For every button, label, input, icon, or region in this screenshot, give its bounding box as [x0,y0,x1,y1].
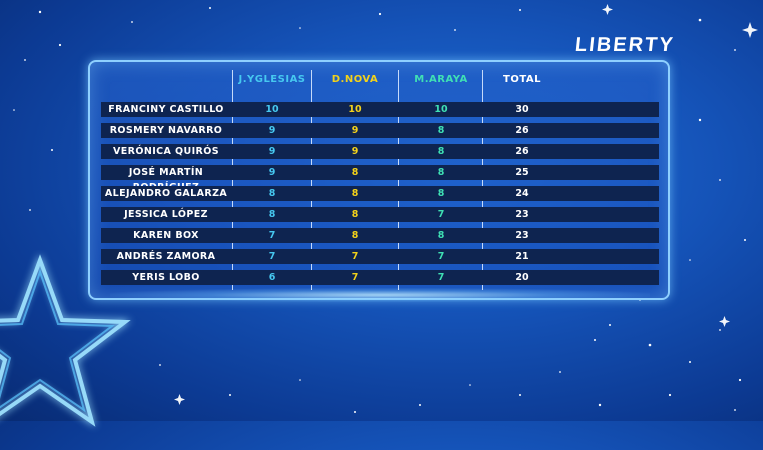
liberty-logo: LIBERTY [574,34,677,56]
header-judge1: J.YGLESIAS [238,74,306,85]
contestant-name: JESSICA LÓPEZ [124,209,208,220]
score-total: 26 [515,125,529,136]
score-judge3: 8 [437,125,445,136]
score-judge3: 7 [437,209,445,220]
contestant-name: ANDRÉS ZAMORA [116,251,216,262]
table-row [101,144,659,159]
column-divider [398,70,399,290]
score-judge1: 8 [268,209,276,220]
score-judge2: 8 [351,230,359,241]
column-divider [232,70,233,290]
score-judge1: 10 [265,104,279,115]
contestant-name: FRANCINY CASTILLO [108,104,224,115]
score-judge3: 8 [437,188,445,199]
header-total: TOTAL [503,74,541,85]
table-row [101,249,659,264]
glowing-star-icon [0,254,131,427]
score-judge3: 8 [437,167,445,178]
score-total: 21 [515,251,529,262]
panel-glow [110,288,650,302]
score-judge2: 7 [351,251,359,262]
score-judge1: 7 [268,230,276,241]
score-total: 23 [515,230,529,241]
contestant-name: VERÓNICA QUIRÓS [113,146,219,157]
table-row [101,102,659,117]
score-total: 20 [515,272,529,283]
contestant-name: KAREN BOX [133,230,199,241]
score-judge3: 8 [437,230,445,241]
table-row [101,165,659,180]
score-total: 30 [515,104,529,115]
score-total: 23 [515,209,529,220]
score-judge3: 7 [437,251,445,262]
table-row [101,123,659,138]
score-judge2: 10 [348,104,362,115]
score-judge2: 8 [351,188,359,199]
score-judge1: 9 [268,167,276,178]
score-judge1: 6 [268,272,276,283]
score-judge2: 8 [351,167,359,178]
score-judge2: 9 [351,125,359,136]
score-judge1: 9 [268,125,276,136]
contestant-name: YERIS LOBO [132,272,200,283]
contestant-name: ALEJANDRO GALARZA [104,188,228,199]
score-judge1: 7 [268,251,276,262]
score-judge2: 7 [351,272,359,283]
table-row [101,270,659,285]
header-judge2: D.NOVA [331,74,379,85]
column-divider [482,70,483,290]
table-row [101,228,659,243]
score-judge1: 8 [268,188,276,199]
score-judge3: 8 [437,146,445,157]
score-total: 26 [515,146,529,157]
header-judge3: M.ARAYA [414,74,468,85]
score-total: 24 [515,188,529,199]
column-divider [311,70,312,290]
contestant-name: ROSMERY NAVARRO [109,125,223,136]
contestant-name: JOSÉ MARTÍN RODRÍGUEZ [128,167,204,193]
score-judge2: 9 [351,146,359,157]
table-row [101,186,659,201]
score-judge2: 8 [351,209,359,220]
score-judge3: 10 [434,104,448,115]
table-row [101,207,659,222]
score-judge3: 7 [437,272,445,283]
score-total: 25 [515,167,529,178]
score-judge1: 9 [268,146,276,157]
